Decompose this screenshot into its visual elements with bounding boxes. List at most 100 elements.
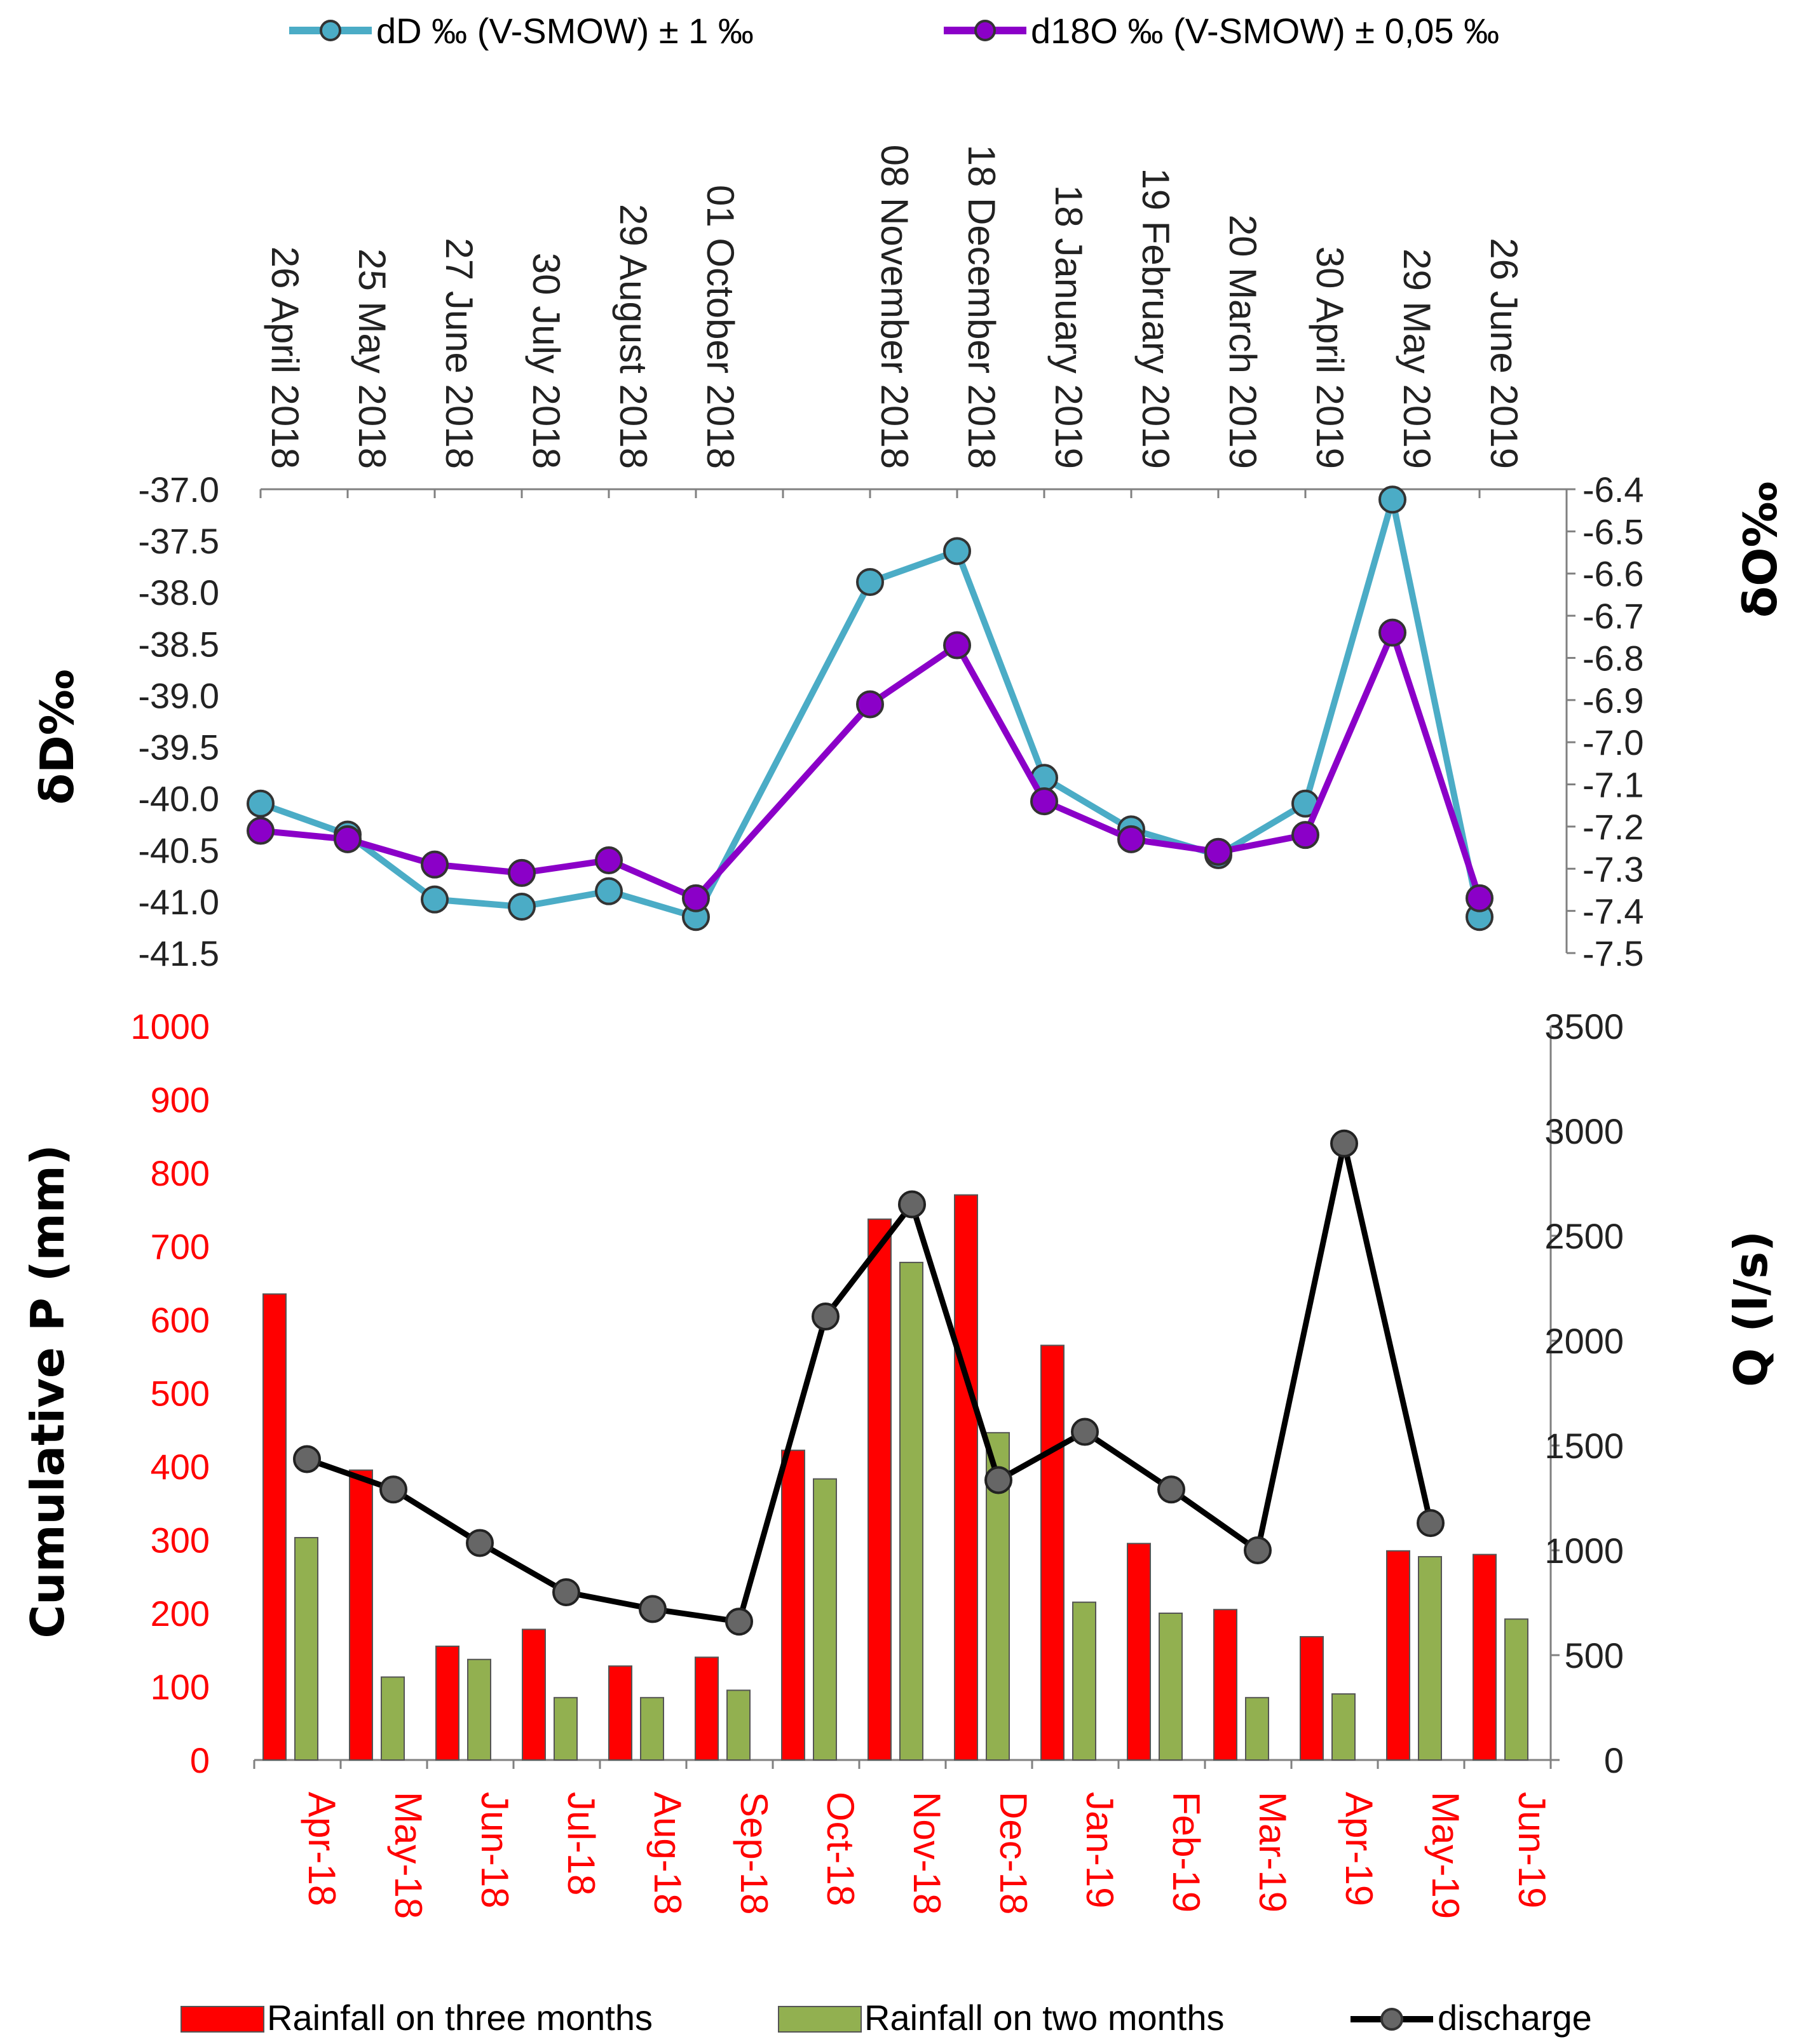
rain2-bar [1245, 1696, 1269, 1761]
dD-point [943, 537, 971, 565]
discharge-line [306, 1140, 1434, 1625]
top-right-tick-label: -7.4 [1582, 891, 1644, 931]
rain3-bar [608, 1665, 632, 1761]
top-left-tick-label: -38.5 [138, 624, 219, 664]
bottom-left-axis-label: Cumulative P (mm) [21, 1144, 74, 1638]
top-right-tick-label: -7.1 [1582, 765, 1644, 805]
d18O-point [1204, 837, 1232, 866]
rain3-bar [1300, 1635, 1324, 1761]
top-left-tick-label: -41.0 [138, 882, 219, 922]
rain3-bar [1386, 1550, 1410, 1761]
month-label: Sep-18 [733, 1792, 775, 1914]
legend-dD-label: dD ‰ (V-SMOW) ± 1 ‰ [376, 11, 754, 51]
month-label: Nov-18 [906, 1792, 948, 1914]
rain2-bar [381, 1676, 405, 1761]
date-label: 29 May 2019 [1396, 248, 1438, 469]
date-label: 27 June 2018 [438, 238, 480, 469]
bottom-left-tick-label: 600 [151, 1300, 210, 1340]
d18O-point [682, 884, 710, 912]
bottom-left-tick-label: 200 [151, 1594, 210, 1634]
top-right-axis-label: δO‰ [1734, 482, 1787, 618]
bottom-left-tick-label: 700 [151, 1227, 210, 1267]
month-label: May-18 [387, 1792, 430, 1919]
dD-point [421, 885, 449, 914]
top-right-tick-label: -7.0 [1582, 722, 1644, 762]
top-left-tick-label: -41.5 [138, 933, 219, 973]
rain2-bar [726, 1689, 751, 1761]
rain3-bar [1040, 1344, 1065, 1761]
d18O-point [1117, 825, 1145, 853]
d18O-point [508, 858, 536, 887]
rain2-bar [294, 1537, 318, 1761]
rain3-bar [262, 1293, 287, 1761]
legend-d18O-label: d18O ‰ (V-SMOW) ± 0,05 ‰ [1031, 11, 1499, 51]
date-label: 30 April 2019 [1309, 247, 1351, 469]
discharge-point [552, 1578, 580, 1606]
discharge-point [1417, 1509, 1445, 1538]
bottom-right-tick-label: 2500 [1544, 1216, 1624, 1256]
legend-rain2-label: Rainfall on two months [864, 1998, 1225, 2038]
d18O-point [943, 631, 971, 660]
top-right-tick-label: -6.7 [1582, 596, 1644, 636]
top-right-tick-label: -6.9 [1582, 680, 1644, 721]
top-right-tick-label: -6.4 [1582, 470, 1644, 510]
discharge-point [1244, 1536, 1272, 1564]
dD-line [259, 496, 1483, 921]
rain3-bar [349, 1469, 373, 1761]
dD-point [856, 568, 884, 596]
month-label: Jan-19 [1078, 1792, 1121, 1908]
discharge-point [466, 1529, 494, 1557]
dD-point [595, 877, 623, 905]
bottom-rainfall-discharge-plot: 0 100 200 300 400 500 600 700 800 900 1000 0 500 1000… [130, 1006, 1624, 1919]
date-label: 25 May 2018 [351, 248, 393, 469]
rain3-bar [1473, 1553, 1497, 1761]
top-left-tick-label: -38.0 [138, 572, 219, 613]
bottom-left-tick-label: 800 [151, 1153, 210, 1193]
d18O-point [856, 690, 884, 719]
discharge-point [1071, 1418, 1099, 1446]
bottom-right-tick-label: 0 [1604, 1740, 1624, 1780]
d18O-point [595, 846, 623, 874]
bottom-legend: Rainfall on three months Rainfall on two… [180, 1998, 1592, 2038]
date-label: 19 February 2019 [1134, 168, 1177, 469]
month-label: Aug-18 [646, 1792, 689, 1914]
discharge-point [1157, 1475, 1185, 1504]
rain3-bar [781, 1449, 805, 1761]
rain2-bar [554, 1696, 578, 1761]
dD-point [1378, 485, 1406, 514]
month-label: Jun-18 [473, 1792, 516, 1908]
month-label: Jun-19 [1511, 1792, 1553, 1908]
legend-discharge-label: discharge [1438, 1998, 1592, 2038]
rain2-bar [813, 1478, 837, 1761]
bottom-left-tick-label: 300 [151, 1520, 210, 1560]
date-label: 20 March 2019 [1221, 215, 1264, 469]
rain3-bar [695, 1656, 719, 1761]
rain2-bar [1159, 1613, 1183, 1761]
top-right-tick-label: -6.5 [1582, 511, 1644, 552]
month-label: May-19 [1424, 1792, 1467, 1919]
top-left-tick-label: -37.0 [138, 470, 219, 510]
date-label: 29 August 2018 [612, 204, 655, 469]
legend-rain3-swatch [180, 2006, 264, 2033]
bottom-left-tick-label: 0 [190, 1740, 210, 1780]
top-right-tick-label: -7.2 [1582, 807, 1644, 847]
month-label: Mar-19 [1251, 1792, 1294, 1912]
legend-dD-marker [320, 20, 341, 41]
month-label: Dec-18 [992, 1792, 1035, 1914]
discharge-point [812, 1303, 840, 1331]
date-label: 18 December 2018 [960, 145, 1003, 469]
date-label: 30 July 2018 [525, 253, 568, 469]
bottom-right-tick-label: 2000 [1544, 1321, 1624, 1361]
bottom-right-tick-label: 1000 [1544, 1531, 1624, 1571]
top-isotope-plot: -37.0 -37.5 -38.0 -38.5 -39.0 -39.5 -40.0 -40.5… [138, 145, 1643, 973]
top-legend: dD ‰ (V-SMOW) ± 1 ‰ d18O ‰ (V-SMOW) ± 0,… [289, 11, 1499, 51]
rain3-bar [1127, 1543, 1151, 1761]
month-label: Jul-18 [560, 1792, 602, 1895]
top-left-tick-label: -40.0 [138, 779, 219, 819]
bottom-left-tick-label: 900 [151, 1080, 210, 1120]
rain2-bar [899, 1261, 923, 1761]
bottom-left-tick-label: 100 [151, 1667, 210, 1707]
legend-rain3-label: Rainfall on three months [267, 1998, 653, 2038]
top-right-tick-label: -6.6 [1582, 554, 1644, 594]
bottom-left-tick-label: 400 [151, 1447, 210, 1487]
